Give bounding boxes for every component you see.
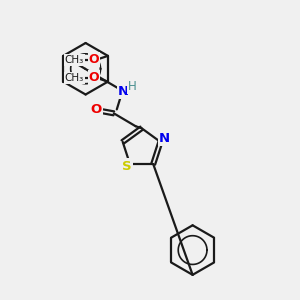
Text: O: O	[90, 103, 102, 116]
Text: N: N	[159, 132, 170, 146]
Text: N: N	[118, 85, 129, 98]
Text: CH₃: CH₃	[64, 55, 84, 65]
Text: S: S	[122, 160, 132, 172]
Text: CH₃: CH₃	[64, 73, 84, 83]
Text: O: O	[89, 53, 99, 66]
Text: H: H	[128, 80, 137, 93]
Text: O: O	[89, 71, 99, 84]
